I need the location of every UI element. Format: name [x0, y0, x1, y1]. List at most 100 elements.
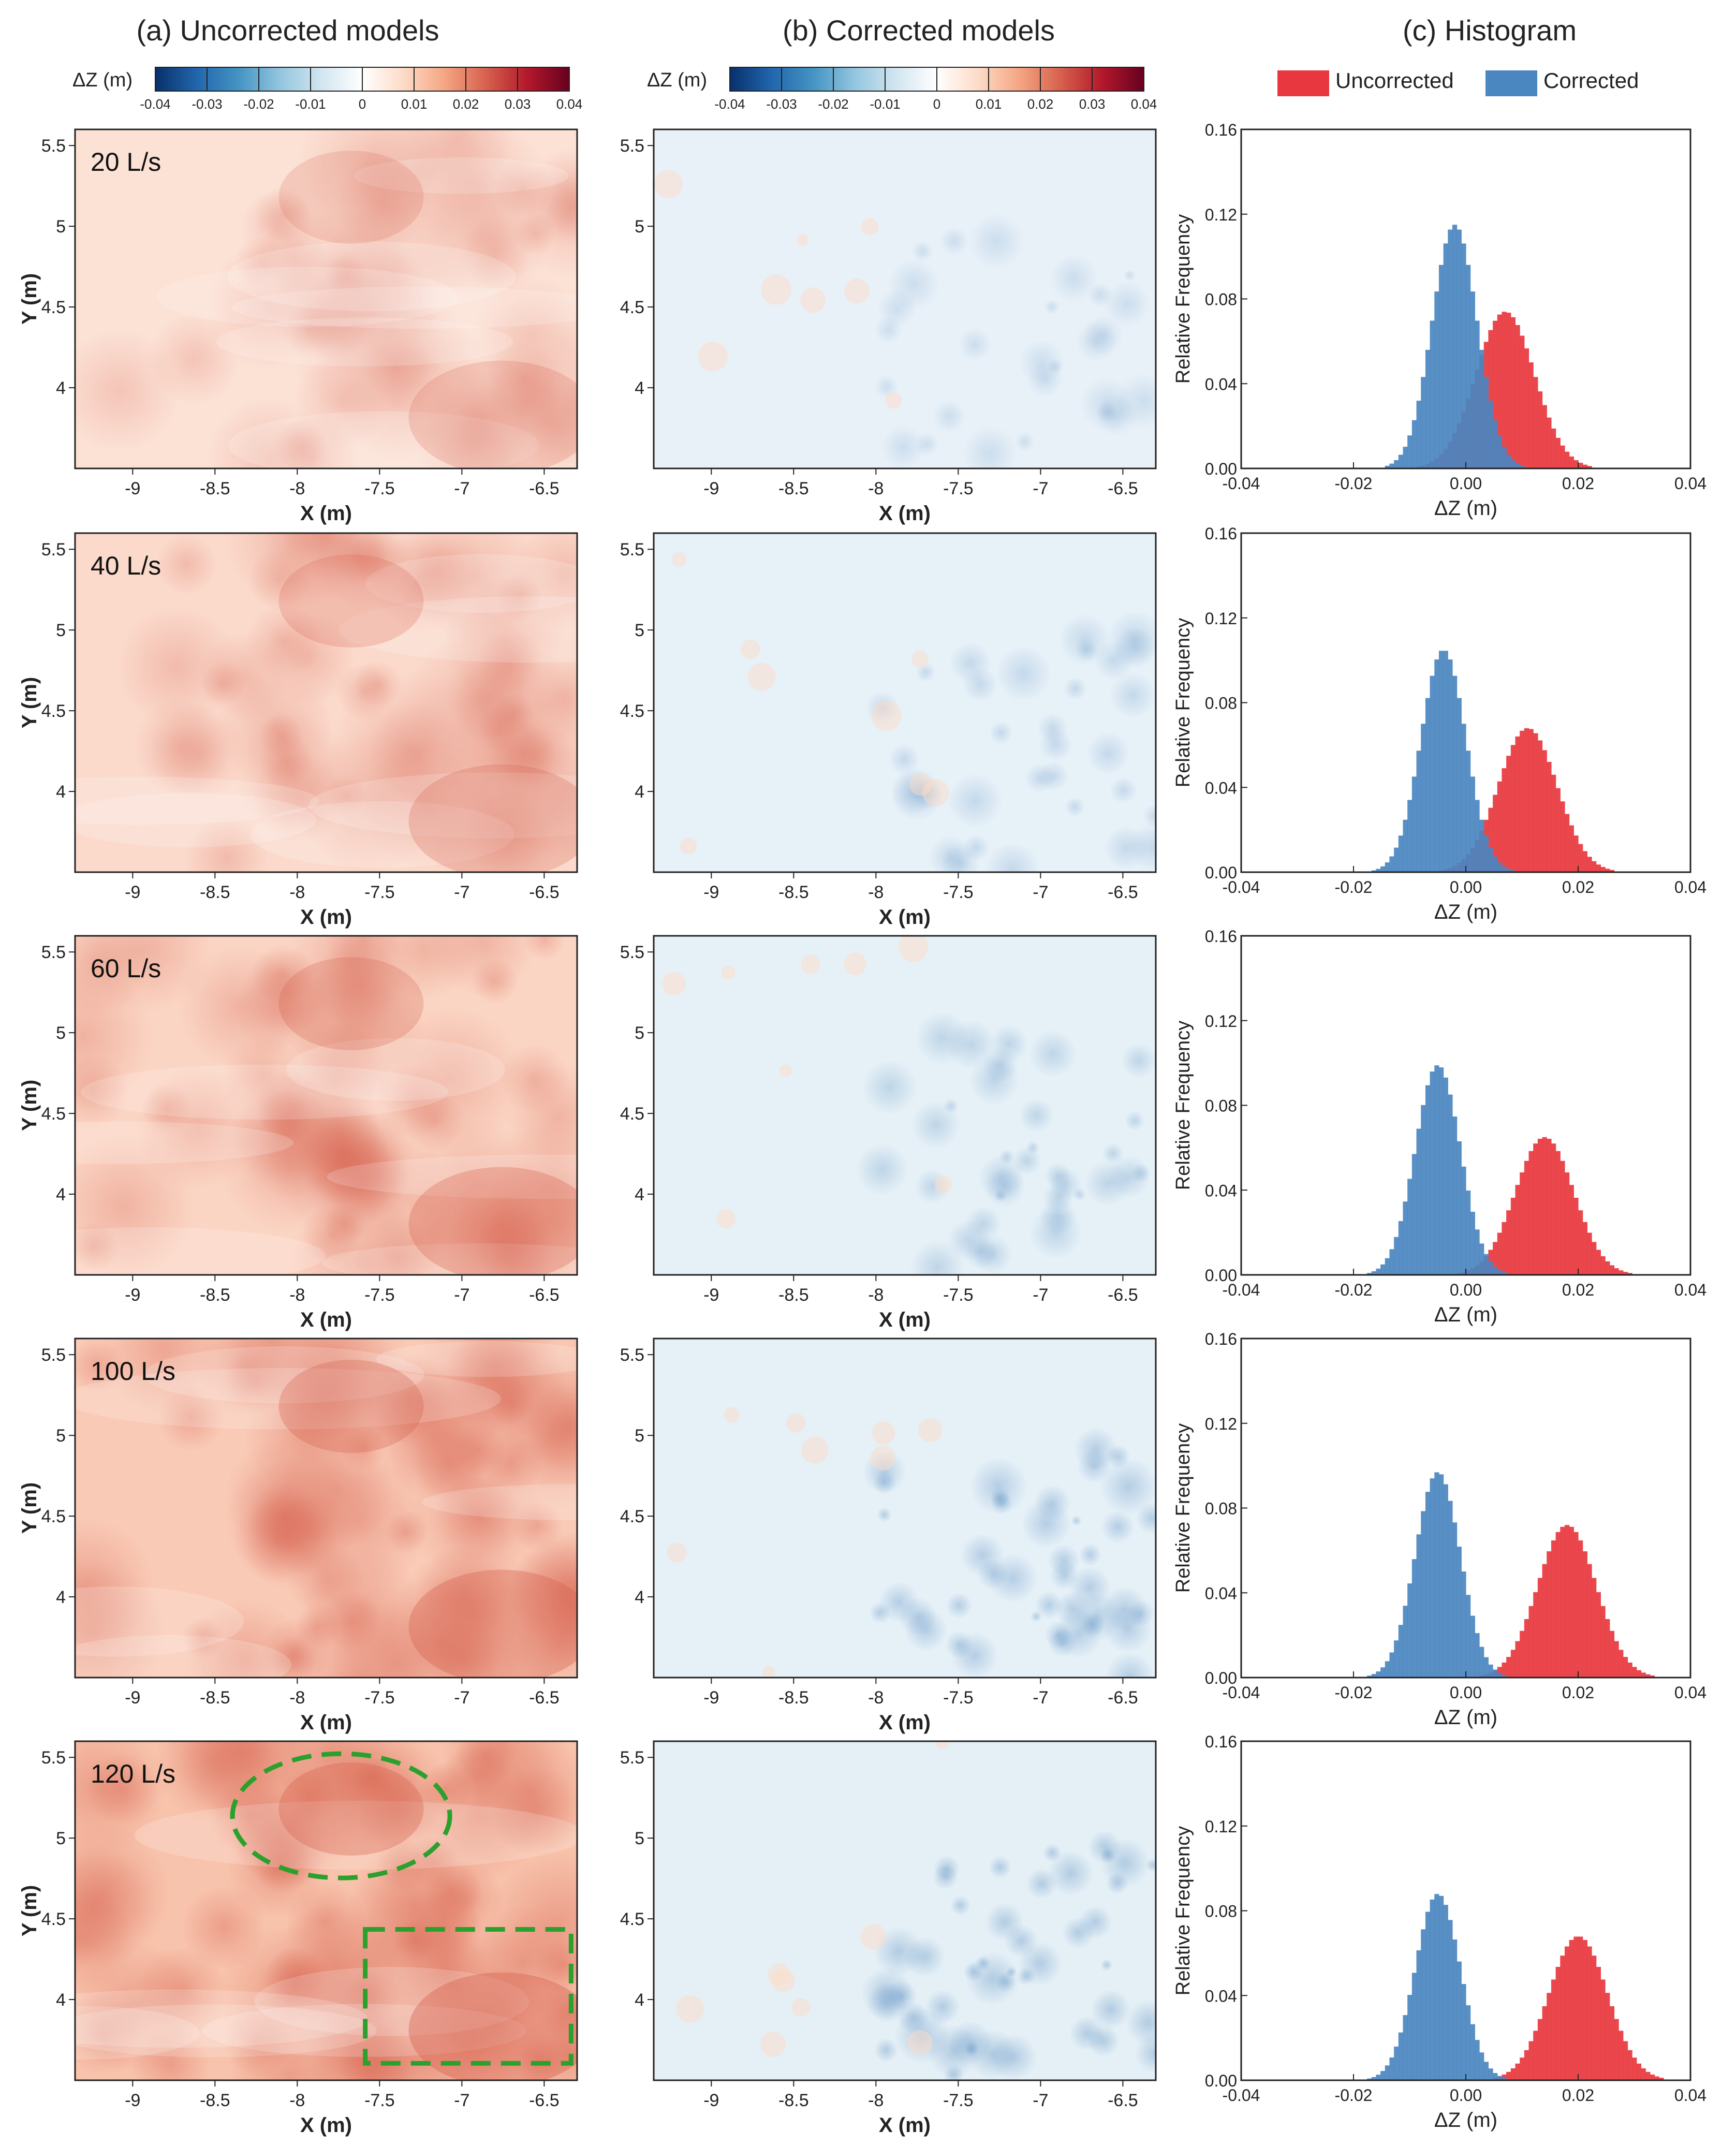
map-patch: [408, 1167, 577, 1275]
map-speckle-warm: [724, 1407, 740, 1423]
hist-y-tick-label: 0.08: [1205, 1097, 1237, 1115]
histogram-uncorrected-bar: [1515, 1641, 1520, 1678]
hist-x-tick-label: 0.00: [1450, 1281, 1482, 1299]
hist-x-tick-label: -0.04: [1223, 2086, 1260, 2105]
hist-y-tick-label: 0.16: [1205, 1732, 1237, 1751]
map-speckle: [1125, 1999, 1156, 2046]
uncorrected-elevation-map: [75, 129, 577, 468]
corrected-elevation-map: [654, 1339, 1156, 1678]
uncorrected-elevation-map: [75, 533, 577, 872]
y-tick-label: 4: [635, 782, 644, 802]
map-speckle-warm: [654, 170, 683, 199]
map-streak: [81, 1064, 449, 1120]
map-speckle: [1083, 315, 1124, 355]
panel-uncorrected: -9 -8.5 -8 -7.5 -7 -6.5 5.5 5 4.5 4 X (m) Y (m) 40 L…: [18, 532, 578, 929]
histogram-uncorrected-bar: [1551, 1540, 1556, 1678]
histogram-uncorrected-bar: [1506, 1657, 1511, 1678]
map-speckle: [988, 1855, 1012, 1879]
colorbar-tick-label: -0.04: [140, 96, 170, 112]
histogram-corrected-bar: [1398, 2032, 1404, 2080]
colorbar-tick-label: 0.01: [976, 96, 1002, 112]
histogram-uncorrected-bar: [1515, 2063, 1520, 2080]
histogram-uncorrected-bar: [1636, 1670, 1642, 1678]
map-speckle-warm: [871, 1446, 895, 1471]
y-tick-label: 5.5: [41, 540, 66, 560]
map-patch: [278, 151, 424, 244]
histogram-uncorrected-bar: [1551, 774, 1556, 872]
histogram-frame: [1240, 1337, 1691, 1679]
histogram-corrected-bar: [1448, 659, 1453, 872]
x-tick-label: -6.5: [529, 1688, 560, 1708]
histogram-uncorrected-bar: [1596, 1250, 1601, 1275]
histogram-corrected-bar: [1479, 2052, 1484, 2080]
histogram-uncorrected-bar: [1609, 870, 1615, 872]
histogram-corrected-bar: [1497, 1270, 1503, 1275]
hist-y-tick-label: 0.08: [1205, 1902, 1237, 1921]
x-axis-label: X (m): [300, 1711, 352, 1734]
histogram-corrected-bar: [1367, 1273, 1372, 1275]
map-blotch: [201, 660, 246, 706]
histogram-uncorrected-bar: [1542, 1564, 1547, 1678]
map-speckle: [1121, 1043, 1156, 1079]
map-speckle-warm: [801, 954, 820, 974]
histogram-corrected-bar: [1389, 2057, 1394, 2080]
map-speckle-warm: [761, 274, 792, 305]
histogram-uncorrected-bar: [1592, 1242, 1597, 1275]
histogram-corrected-bar: [1421, 1105, 1426, 1275]
flow-rate-label: 120 L/s: [91, 1759, 175, 1788]
y-tick-label: 5: [56, 217, 66, 237]
histogram-uncorrected-bar: [1573, 1532, 1579, 1678]
map-blotch: [251, 944, 314, 1006]
histogram-corrected-bar: [1416, 401, 1421, 468]
y-axis-label: Y (m): [18, 1885, 41, 1936]
histogram-corrected-bar: [1475, 1633, 1480, 1678]
x-tick-label: -6.5: [1108, 2091, 1138, 2110]
histogram-uncorrected-bar: [1614, 1641, 1619, 1678]
x-tick-label: -6.5: [529, 2091, 560, 2110]
histogram-uncorrected-bar: [1506, 1210, 1511, 1275]
histogram-corrected-bar: [1403, 447, 1408, 468]
histogram-uncorrected-bar: [1654, 2076, 1659, 2080]
colorbar-tick-label: -0.03: [192, 96, 222, 112]
histogram-corrected: [1385, 225, 1525, 468]
histogram-corrected-bar: [1493, 856, 1498, 872]
hist-x-axis-label: ΔZ (m): [1434, 901, 1497, 923]
histogram-uncorrected-bar: [1497, 1667, 1503, 1678]
panel-uncorrected: -9 -8.5 -8 -7.5 -7 -6.5 5.5 5 4.5 4 X (m) Y (m) 60 L…: [18, 935, 578, 1331]
panel-corrected: -9 -8.5 -8 -7.5 -7 -6.5 5.5 5 4.5 4 X (m): [620, 1740, 1157, 2137]
histogram-corrected-bar: [1416, 1950, 1421, 2080]
map-blotch: [377, 1908, 531, 2062]
histogram-corrected-bar: [1479, 349, 1484, 468]
colorbar-tick-label: 0.03: [1079, 96, 1106, 112]
map-speckle: [1025, 1140, 1040, 1155]
histogram-uncorrected-bar: [1510, 1198, 1516, 1275]
map-speckle: [1077, 1449, 1112, 1483]
hist-y-tick-label: 0.04: [1205, 1181, 1237, 1200]
y-axis-label: Y (m): [18, 273, 41, 325]
map-speckle: [1030, 1610, 1042, 1623]
x-axis-label: X (m): [879, 2114, 931, 2137]
colorbar-tick-label: -0.01: [295, 96, 326, 112]
histogram-corrected-bar: [1434, 1472, 1439, 1678]
y-tick-label: 4.5: [620, 701, 644, 721]
histogram-uncorrected-bar: [1564, 451, 1570, 468]
map-streak: [254, 1966, 529, 2036]
map-blotch: [326, 254, 369, 297]
flow-rate-label: 100 L/s: [91, 1357, 175, 1386]
hist-x-tick-label: -0.04: [1223, 1281, 1260, 1299]
y-tick-label: 4: [56, 378, 66, 398]
x-tick-label: -8: [289, 479, 305, 498]
histogram-corrected-bar: [1438, 1067, 1444, 1275]
histogram-corrected-bar: [1452, 1939, 1458, 2080]
map-blotch: [492, 693, 535, 736]
histogram-corrected-bar: [1461, 1571, 1466, 1678]
column-title-corrected: (b) Corrected models: [783, 14, 1055, 47]
y-tick-label: 5.5: [620, 1345, 644, 1365]
histogram-uncorrected-bar: [1506, 756, 1511, 872]
histogram-uncorrected-bar: [1510, 1650, 1516, 1678]
hist-y-tick-label: 0.12: [1205, 1012, 1237, 1031]
map-streak: [75, 2004, 377, 2057]
histogram-corrected-bar: [1407, 1179, 1413, 1275]
colorbar-tick-label: 0.02: [453, 96, 479, 112]
map-speckle: [1055, 1591, 1091, 1627]
